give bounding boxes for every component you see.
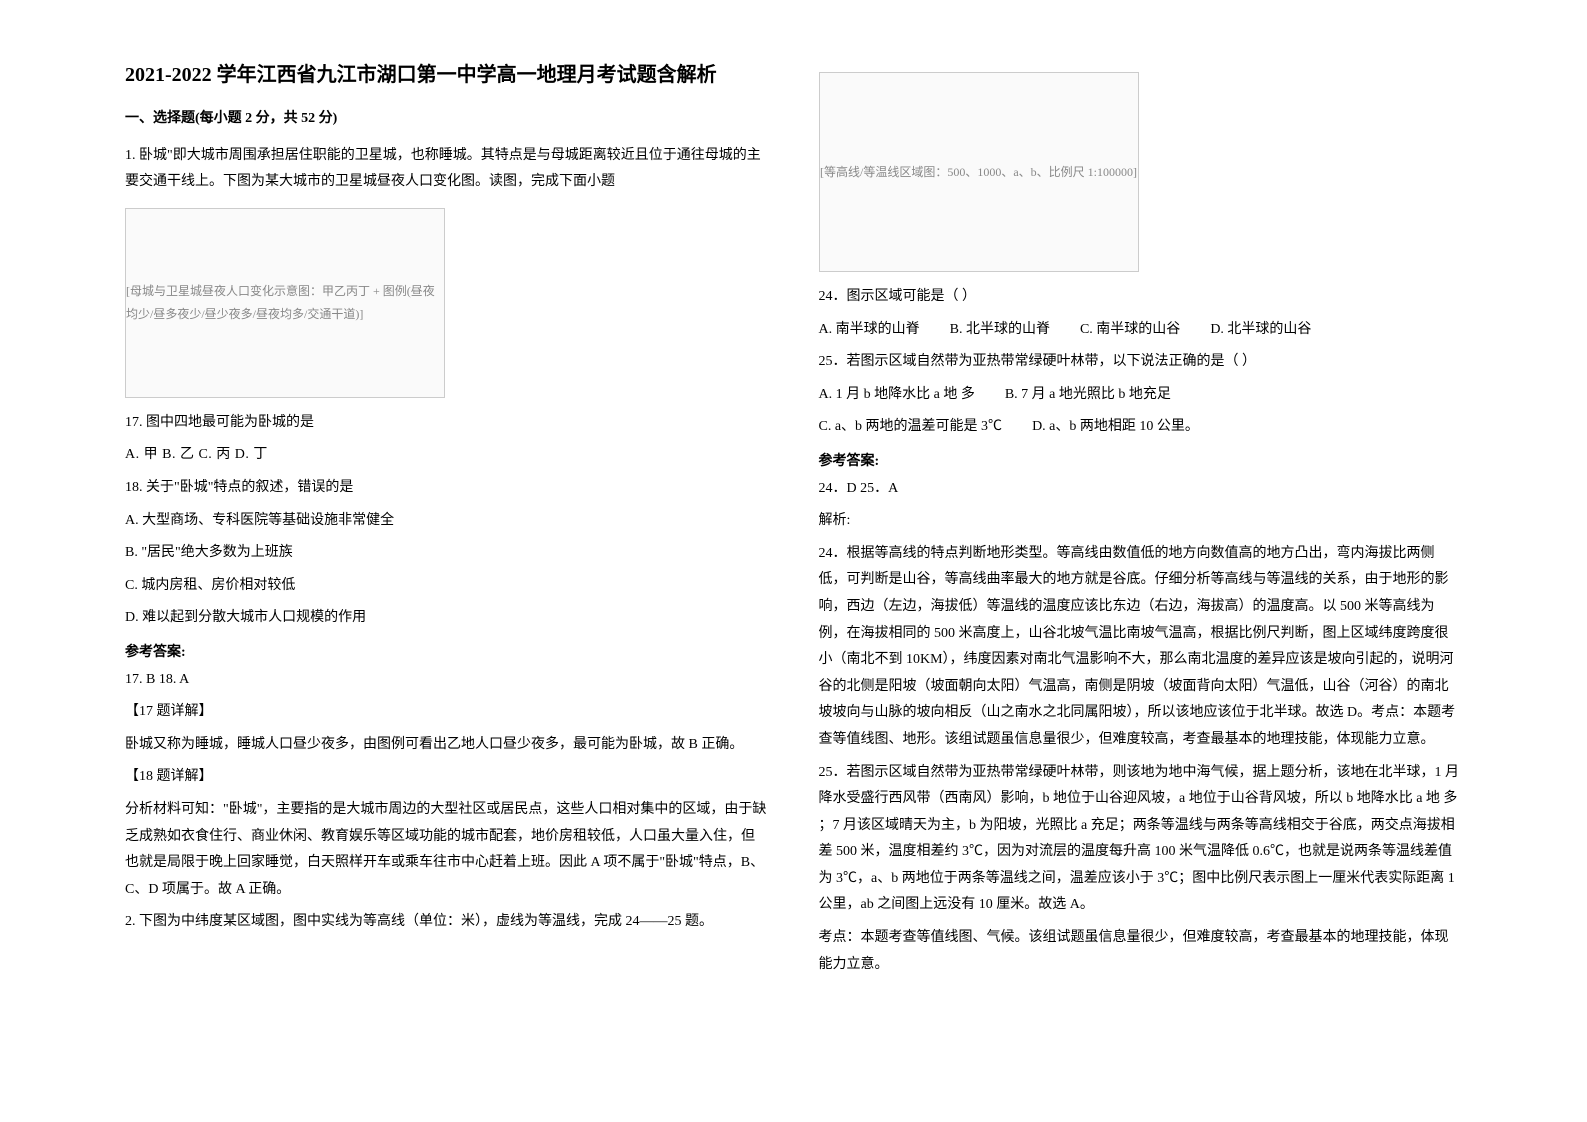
exp24-text: 24．根据等高线的特点判断地形类型。等高线由数值低的地方向数值高的地方凸出，弯内… xyxy=(819,541,1463,754)
section-1-header: 一、选择题(每小题 2 分，共 52 分) xyxy=(125,106,769,133)
exam-title: 2021-2022 学年江西省九江市湖口第一中学高一地理月考试题含解析 xyxy=(125,60,769,90)
q1-intro: 1. 卧城"即大城市周围承担居住职能的卫星城，也称睡城。其特点是与母城距离较近且… xyxy=(125,143,769,196)
jiexi-label: 解析: xyxy=(819,508,1463,535)
q2-intro: 2. 下图为中纬度某区域图，图中实线为等高线（单位：米），虚线为等温线，完成 2… xyxy=(125,909,769,936)
q25-option-c: C. a、b 两地的温差可能是 3℃ xyxy=(819,414,1003,441)
exp25-text: 25．若图示区域自然带为亚热带常绿硬叶林带，则该地为地中海气候，据上题分析，该地… xyxy=(819,760,1463,920)
answer-24-25: 24．D 25．A xyxy=(819,476,1463,503)
q25-options-row1: A. 1 月 b 地降水比 a 地 多 B. 7 月 a 地光照比 b 地充足 xyxy=(819,382,1463,409)
figure-2: [等高线/等温线区域图：500、1000、a、b、比例尺 1:100000] xyxy=(819,72,1139,272)
q18-option-b: B. "居民"绝大多数为上班族 xyxy=(125,540,769,567)
q17-stem: 17. 图中四地最可能为卧城的是 xyxy=(125,410,769,437)
exp18-label: 【18 题详解】 xyxy=(125,764,769,791)
q25-options-row2: C. a、b 两地的温差可能是 3℃ D. a、b 两地相距 10 公里。 xyxy=(819,414,1463,441)
q18-option-d: D. 难以起到分散大城市人口规模的作用 xyxy=(125,605,769,632)
q24-options: A. 南半球的山脊 B. 北半球的山脊 C. 南半球的山谷 D. 北半球的山谷 xyxy=(819,317,1463,344)
q24-option-d: D. 北半球的山谷 xyxy=(1210,317,1311,344)
q18-stem: 18. 关于"卧城"特点的叙述，错误的是 xyxy=(125,475,769,502)
exp18-text: 分析材料可知："卧城"，主要指的是大城市周边的大型社区或居民点，这些人口相对集中… xyxy=(125,797,769,903)
q24-stem: 24．图示区域可能是（ ） xyxy=(819,284,1463,311)
q18-option-c: C. 城内房租、房价相对较低 xyxy=(125,573,769,600)
left-column: 2021-2022 学年江西省九江市湖口第一中学高一地理月考试题含解析 一、选择… xyxy=(100,60,794,1062)
answer-17-18: 17. B 18. A xyxy=(125,667,769,694)
q25-option-b: B. 7 月 a 地光照比 b 地充足 xyxy=(1005,382,1171,409)
figure-1: [母城与卫星城昼夜人口变化示意图：甲乙丙丁 + 图例(昼夜均少/昼多夜少/昼少夜… xyxy=(125,208,445,398)
figure-2-label: [等高线/等温线区域图：500、1000、a、b、比例尺 1:100000] xyxy=(820,161,1137,184)
q25-stem: 25．若图示区域自然带为亚热带常绿硬叶林带，以下说法正确的是（ ） xyxy=(819,349,1463,376)
q24-option-c: C. 南半球的山谷 xyxy=(1080,317,1180,344)
exp17-label: 【17 题详解】 xyxy=(125,699,769,726)
q17-options: A. 甲 B. 乙 C. 丙 D. 丁 xyxy=(125,442,769,469)
figure-1-label: [母城与卫星城昼夜人口变化示意图：甲乙丙丁 + 图例(昼夜均少/昼多夜少/昼少夜… xyxy=(126,280,444,326)
q25-option-a: A. 1 月 b 地降水比 a 地 多 xyxy=(819,382,975,409)
q25-option-d: D. a、b 两地相距 10 公里。 xyxy=(1032,414,1199,441)
q24-option-b: B. 北半球的山脊 xyxy=(950,317,1050,344)
q18-option-a: A. 大型商场、专科医院等基础设施非常健全 xyxy=(125,508,769,535)
q24-option-a: A. 南半球的山脊 xyxy=(819,317,920,344)
ref-answer-label-1: 参考答案: xyxy=(125,640,769,667)
kaodian-text: 考点：本题考查等值线图、气候。该组试题虽信息量很少，但难度较高，考查最基本的地理… xyxy=(819,925,1463,978)
ref-answer-label-2: 参考答案: xyxy=(819,449,1463,476)
right-column: [等高线/等温线区域图：500、1000、a、b、比例尺 1:100000] 2… xyxy=(794,60,1488,1062)
exp17-text: 卧城又称为睡城，睡城人口昼少夜多，由图例可看出乙地人口昼少夜多，最可能为卧城，故… xyxy=(125,732,769,759)
